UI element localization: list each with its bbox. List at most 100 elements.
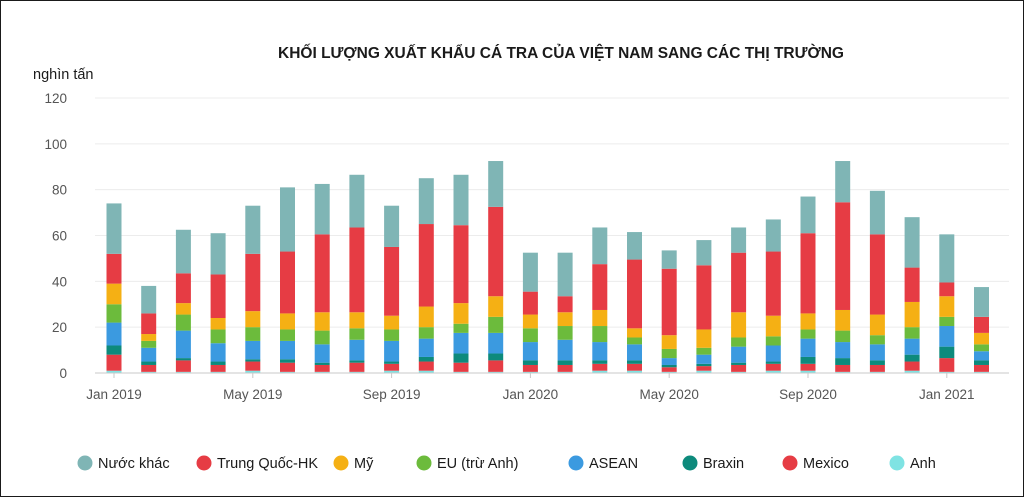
bar-segment-mỹ xyxy=(488,296,504,317)
bar-segment-eu-trừ-anh- xyxy=(765,336,781,346)
bar-segment-anh xyxy=(800,370,816,373)
legend-item[interactable]: Braxin xyxy=(682,455,745,473)
bar-segment-mỹ xyxy=(627,328,642,338)
legend-label: Braxin xyxy=(703,456,744,472)
bar-segment-asean xyxy=(245,340,261,360)
bar-segment-nước-khác xyxy=(765,219,781,252)
bar-segment-mỹ xyxy=(904,301,920,328)
bar-stack xyxy=(800,196,816,373)
bar-segment-nước-khác xyxy=(488,161,504,207)
bar-stack xyxy=(974,287,989,373)
bar-segment-asean xyxy=(939,326,955,347)
bar-segment-nước-khác xyxy=(314,183,330,235)
legend-item[interactable]: EU (trừ Anh) xyxy=(416,455,519,473)
bar-segment-eu-trừ-anh- xyxy=(245,327,261,341)
bar-segment-eu-trừ-anh- xyxy=(939,316,955,327)
bar-segment-asean xyxy=(210,343,226,362)
bar-segment-anh xyxy=(314,371,330,373)
bar-segment-anh xyxy=(731,371,747,373)
bar-segment-eu-trừ-anh- xyxy=(384,329,400,341)
legend-item[interactable]: Trung Quốc-HK xyxy=(196,455,319,473)
legend-item[interactable]: Nước khác xyxy=(77,455,170,473)
bar-segment-mexico xyxy=(314,364,330,372)
bar-segment-mexico xyxy=(765,363,781,371)
legend-item[interactable]: ASEAN xyxy=(568,455,639,473)
bar-segment-braxin xyxy=(696,363,712,367)
bar-segment-mỹ xyxy=(106,283,122,305)
bar-segment-braxin xyxy=(835,358,851,365)
bar-segment-asean xyxy=(384,340,400,362)
bar-segment-nước-khác xyxy=(522,252,538,292)
bar-segment-braxin xyxy=(522,360,538,365)
bar-stack xyxy=(488,161,504,373)
bar-segment-mexico xyxy=(557,364,573,372)
bar-segment-mexico xyxy=(696,366,712,371)
bar-segment-trung-quốc-hk xyxy=(210,274,226,318)
bar-segment-nước-khác xyxy=(627,232,642,260)
bar-stack xyxy=(384,205,400,373)
bar-stack xyxy=(661,250,677,373)
bar-segment-eu-trừ-anh- xyxy=(175,314,191,331)
bar-segment-anh xyxy=(488,371,504,373)
legend-swatch xyxy=(77,455,93,471)
bar-segment-mexico xyxy=(384,363,400,371)
x-tick-label: Jan 2021 xyxy=(919,387,975,402)
x-tick-label: May 2019 xyxy=(223,387,282,402)
bar-segment-anh xyxy=(869,371,885,373)
bar-segment-braxin xyxy=(106,345,122,355)
bar-segment-trung-quốc-hk xyxy=(175,273,191,304)
bar-stack xyxy=(696,240,712,373)
legend-item[interactable]: Mỹ xyxy=(333,455,375,473)
legend-label: Mỹ xyxy=(354,456,374,472)
legend-label: Mexico xyxy=(803,456,849,472)
bar-segment-anh xyxy=(349,371,365,373)
bar-segment-trung-quốc-hk xyxy=(349,227,365,313)
bar-stack xyxy=(627,232,642,373)
bar-segment-nước-khác xyxy=(453,174,469,226)
legend-swatch xyxy=(568,455,584,471)
bar-stack xyxy=(210,233,226,373)
bar-segment-anh xyxy=(384,370,400,373)
x-tick-label: May 2020 xyxy=(640,387,699,402)
bar-segment-braxin xyxy=(210,361,226,365)
bar-segment-mexico xyxy=(141,364,157,372)
bar-segment-nước-khác xyxy=(210,233,226,275)
bar-segment-mỹ xyxy=(418,306,434,328)
bar-segment-trung-quốc-hk xyxy=(106,253,122,284)
legend: Nước khác Trung Quốc-HK Mỹ EU (trừ Anh) ASEA… xyxy=(77,455,936,473)
bar-segment-mỹ xyxy=(869,314,885,336)
bar-segment-mexico xyxy=(661,367,677,372)
bar-segment-asean xyxy=(418,338,434,357)
legend-label: EU (trừ Anh) xyxy=(437,456,518,472)
bar-segment-eu-trừ-anh- xyxy=(314,330,330,345)
x-tick-label: Sep 2020 xyxy=(779,387,837,402)
legend-label: ASEAN xyxy=(589,456,638,472)
bar-segment-mỹ xyxy=(800,313,816,330)
bar-segment-mexico xyxy=(592,363,608,371)
bar-segment-mexico xyxy=(904,361,920,371)
bar-segment-braxin xyxy=(765,361,781,364)
bar-segment-trung-quốc-hk xyxy=(835,202,851,310)
bar-segment-anh xyxy=(627,370,642,373)
bar-segment-braxin xyxy=(175,358,191,361)
bar-segment-mỹ xyxy=(349,312,365,329)
bar-segment-mỹ xyxy=(453,303,469,324)
bar-segment-mexico xyxy=(835,364,851,372)
legend-item[interactable]: Anh xyxy=(889,455,936,473)
bar-segment-eu-trừ-anh- xyxy=(453,323,469,333)
bar-stack xyxy=(106,203,122,373)
bar-segment-nước-khác xyxy=(245,205,261,254)
bar-segment-mexico xyxy=(731,364,747,372)
legend-item[interactable]: Mexico xyxy=(782,455,849,473)
y-tick-label: 100 xyxy=(44,137,67,152)
bar-segment-mỹ xyxy=(245,311,261,328)
bar-segment-trung-quốc-hk xyxy=(800,233,816,314)
bar-segment-mexico xyxy=(349,362,365,372)
bar-stack xyxy=(314,183,330,373)
chart-title: KHỐI LƯỢNG XUẤT KHẨU CÁ TRA CỦA VIỆT NAM… xyxy=(278,44,844,62)
bar-segment-asean xyxy=(557,339,573,361)
y-tick-label: 40 xyxy=(52,274,67,289)
bar-segment-trung-quốc-hk xyxy=(557,296,573,313)
bar-segment-braxin xyxy=(904,354,920,362)
